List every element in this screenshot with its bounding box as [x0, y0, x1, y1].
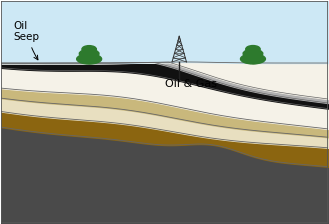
Text: Oil & Gas: Oil & Gas [164, 79, 216, 89]
Text: Oil
Seep: Oil Seep [14, 21, 40, 60]
Ellipse shape [82, 46, 96, 53]
Ellipse shape [77, 54, 102, 64]
Ellipse shape [240, 54, 266, 64]
Ellipse shape [243, 49, 263, 58]
Ellipse shape [246, 45, 260, 53]
Ellipse shape [79, 50, 99, 58]
Bar [252, 58, 254, 63]
Bar [88, 58, 90, 63]
